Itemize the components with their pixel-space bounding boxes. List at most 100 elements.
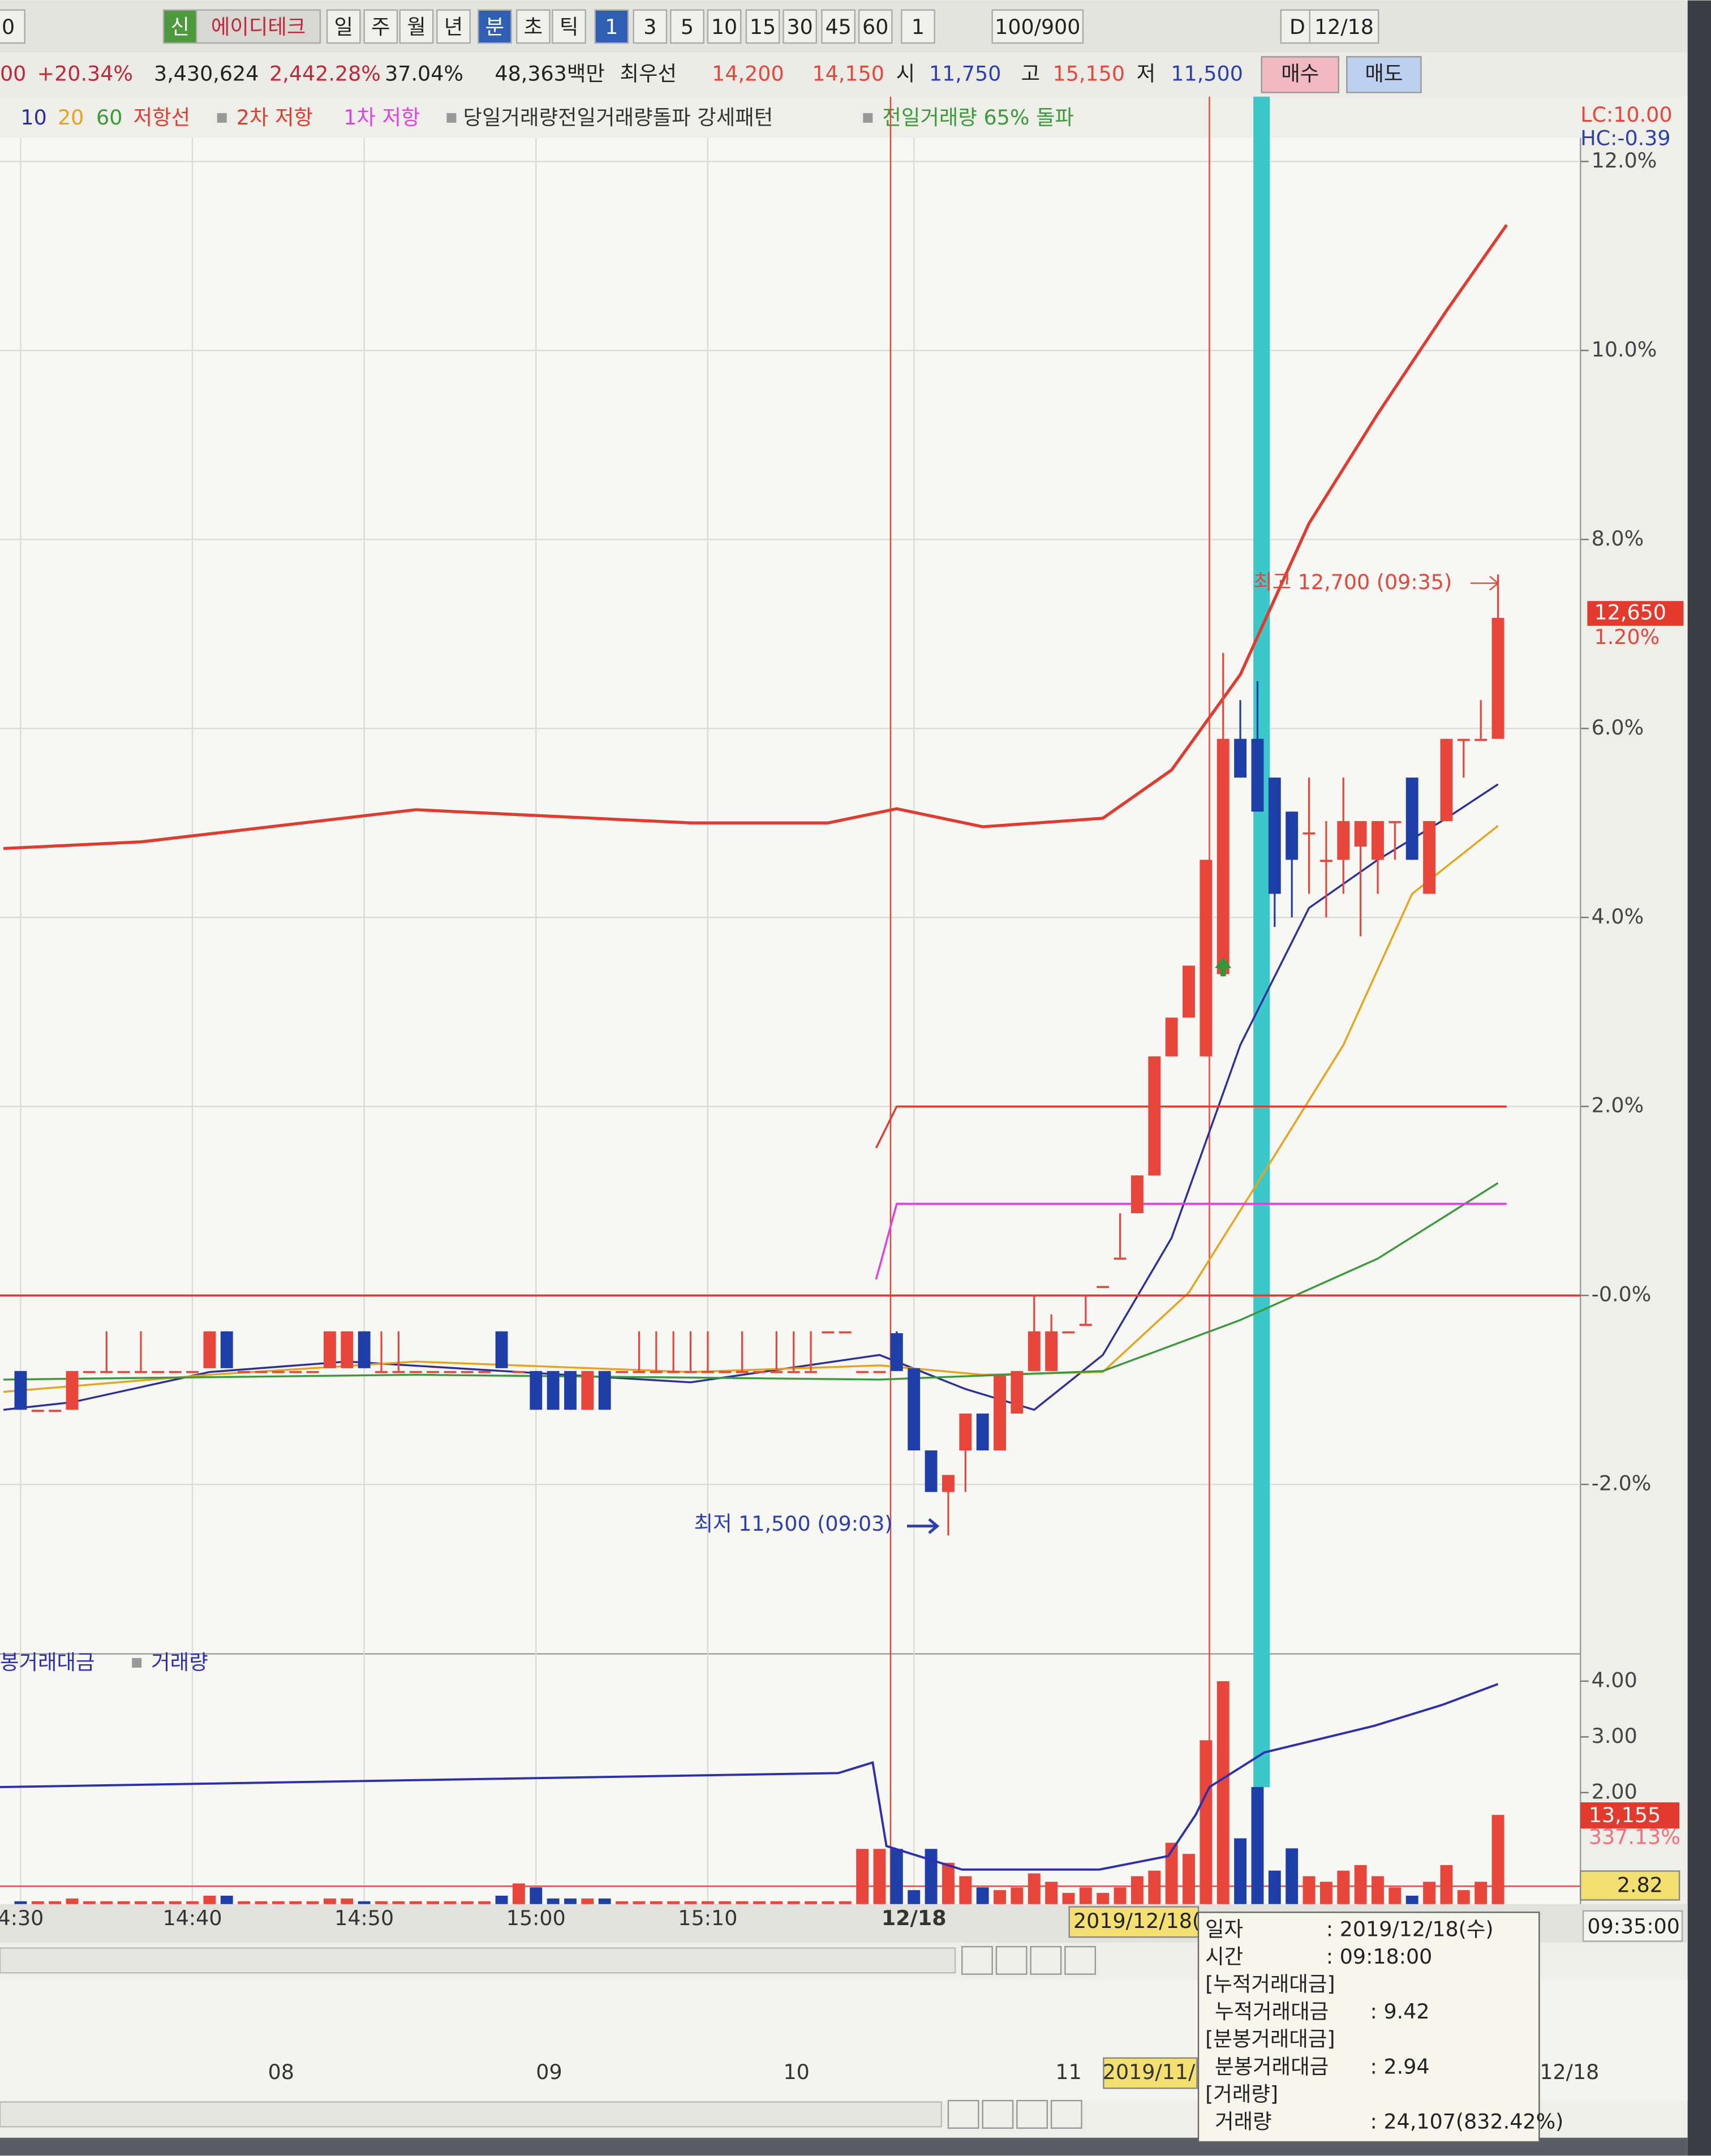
- control-button[interactable]: [1030, 1945, 1062, 1975]
- quote-value: 00: [0, 61, 26, 85]
- toolbar-button[interactable]: [196, 9, 321, 44]
- price-pct: 1.20%: [1594, 625, 1660, 649]
- volume-bar: [1319, 1882, 1332, 1904]
- buy-button[interactable]: [1261, 56, 1339, 93]
- candle-body: [1148, 1056, 1161, 1176]
- toolbar-button[interactable]: [516, 9, 551, 44]
- scroll-track[interactable]: [0, 2101, 943, 2128]
- candle-body: [770, 1371, 783, 1373]
- toolbar-label[interactable]: 년: [444, 15, 463, 39]
- toolbar-button[interactable]: [901, 9, 935, 44]
- control-button[interactable]: [995, 1945, 1028, 1975]
- volume-bar: [31, 1901, 44, 1904]
- scroll-track[interactable]: [0, 1947, 956, 1974]
- candle-body: [272, 1371, 285, 1373]
- candle-body: [358, 1331, 371, 1368]
- toolbar-button[interactable]: [858, 9, 893, 44]
- sell-button[interactable]: [1346, 56, 1422, 93]
- toolbar-button[interactable]: [707, 9, 742, 44]
- volume-bar: [1354, 1865, 1367, 1904]
- toolbar-button[interactable]: [745, 9, 780, 44]
- buy-label[interactable]: 매수: [1281, 61, 1319, 85]
- toolbar-label[interactable]: 15: [750, 15, 776, 39]
- toolbar-label[interactable]: 월: [407, 15, 426, 39]
- volume-bar: [873, 1849, 886, 1904]
- quote-value: 48,363백만: [495, 61, 604, 85]
- control-button[interactable]: [1050, 2099, 1082, 2129]
- toolbar-label[interactable]: 1: [912, 15, 925, 39]
- toolbar-label[interactable]: 45: [825, 15, 851, 39]
- volume-bar: [358, 1901, 371, 1904]
- toolbar-label[interactable]: D: [1289, 15, 1305, 39]
- control-button[interactable]: [947, 2099, 979, 2129]
- volume-bar: [1457, 1890, 1470, 1904]
- tooltip-label: [거래량]: [1205, 2082, 1278, 2106]
- candle-body: [306, 1371, 319, 1373]
- candle-body: [1011, 1371, 1024, 1414]
- toolbar-label[interactable]: 신: [170, 15, 190, 39]
- toolbar-button[interactable]: [326, 9, 361, 44]
- toolbar-button[interactable]: [1280, 9, 1315, 44]
- toolbar-button[interactable]: [783, 9, 817, 44]
- toolbar-label[interactable]: 30: [786, 15, 812, 39]
- toolbar-label[interactable]: 10: [711, 15, 737, 39]
- candle-body: [478, 1371, 491, 1373]
- toolbar-button[interactable]: [478, 9, 512, 44]
- toolbar-label[interactable]: 주: [371, 15, 390, 39]
- toolbar-button[interactable]: [1309, 9, 1379, 44]
- candle-body: [83, 1371, 96, 1373]
- candle-body: [1234, 738, 1247, 778]
- toolbar-label[interactable]: 분: [485, 15, 505, 39]
- mini-axis-label: 09: [536, 2060, 562, 2084]
- toolbar-label[interactable]: 틱: [560, 15, 579, 39]
- candle-body: [856, 1371, 869, 1373]
- toolbar-label[interactable]: 12/18: [1314, 15, 1374, 39]
- candle-body: [495, 1331, 508, 1368]
- candle-body: [822, 1331, 835, 1334]
- candle-body: [444, 1371, 457, 1373]
- volume-bar: [650, 1901, 663, 1904]
- volume-bar: [100, 1901, 113, 1904]
- toolbar-button[interactable]: [991, 9, 1084, 44]
- toolbar-label[interactable]: 3: [643, 15, 656, 39]
- toolbar-button[interactable]: [162, 9, 197, 44]
- sell-label[interactable]: 매도: [1365, 61, 1403, 85]
- volume-bar: [616, 1901, 629, 1904]
- control-button[interactable]: [1064, 1945, 1097, 1975]
- legend-marker: [863, 113, 873, 123]
- control-button[interactable]: [982, 2099, 1014, 2129]
- toolbar-label[interactable]: 일: [334, 15, 353, 39]
- candle-body: [1354, 821, 1367, 847]
- control-button[interactable]: [961, 1945, 993, 1975]
- toolbar-button[interactable]: [633, 9, 668, 44]
- toolbar-button[interactable]: [0, 9, 25, 44]
- candle-body: [976, 1413, 989, 1451]
- toolbar-button[interactable]: [594, 9, 629, 44]
- toolbar-label[interactable]: 100/900: [995, 15, 1080, 39]
- volume-bar: [530, 1887, 543, 1904]
- quote-value: 14,150: [812, 61, 884, 85]
- toolbar-label[interactable]: 5: [681, 15, 694, 39]
- candle-body: [616, 1371, 629, 1373]
- toolbar-button[interactable]: [399, 9, 434, 44]
- toolbar-label[interactable]: 0: [2, 15, 15, 39]
- control-button[interactable]: [1016, 2099, 1048, 2129]
- legend-entry: 10: [20, 105, 46, 130]
- toolbar-label[interactable]: 에이디테크: [211, 15, 306, 39]
- volume-bar: [1372, 1876, 1384, 1904]
- toolbar-label[interactable]: 60: [862, 15, 888, 39]
- candle-body: [14, 1371, 27, 1410]
- y-tick-label: 2.0%: [1592, 1093, 1644, 1118]
- toolbar-button[interactable]: [670, 9, 704, 44]
- toolbar-button[interactable]: [436, 9, 471, 44]
- toolbar-label[interactable]: 초: [524, 15, 543, 39]
- toolbar-label[interactable]: 1: [605, 15, 618, 39]
- toolbar-button[interactable]: [363, 9, 398, 44]
- x-tick-label: 12/18: [882, 1906, 947, 1930]
- date-box: [1103, 2057, 1198, 2089]
- toolbar-button[interactable]: [552, 9, 586, 44]
- toolbar-button[interactable]: [821, 9, 855, 44]
- hc-label: HC:-0.39: [1580, 126, 1670, 151]
- volume-bar: [135, 1901, 147, 1904]
- candle-body: [31, 1410, 44, 1412]
